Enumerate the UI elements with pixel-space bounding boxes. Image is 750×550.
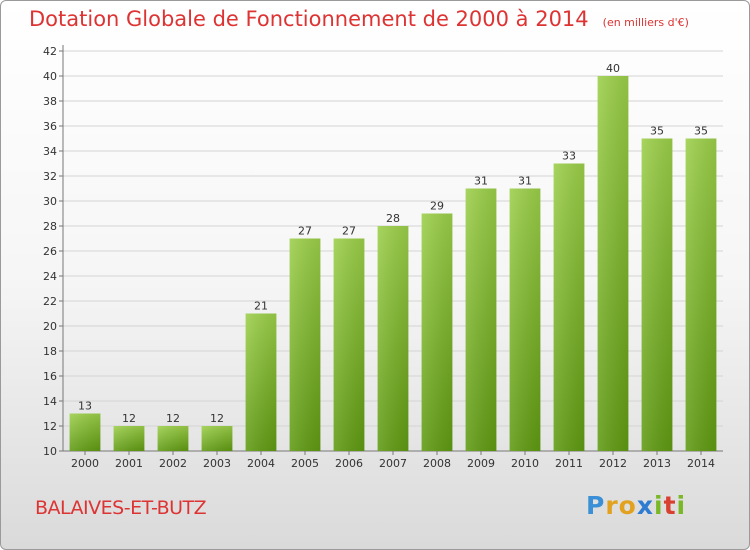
y-tick-label-40: 40 [43,70,57,83]
bars [69,76,717,451]
x-tick-label-2005: 2005 [291,457,319,470]
labels: 10 12 14 16 18 20 22 24 26 28 30 32 34 36 38 40 42 13 2000… [43,45,715,470]
x-tick-label-2010: 2010 [511,457,539,470]
value-label-2006: 27 [342,225,356,238]
y-tick-label-14: 14 [43,395,57,408]
chart-title-text: Dotation Globale de Fonctionnement de 20… [29,7,589,31]
y-tick-label-24: 24 [43,270,57,283]
bar-shade-2008 [421,213,453,451]
value-label-2001: 12 [122,412,136,425]
y-tick-label-28: 28 [43,220,57,233]
bar-shade-2010 [509,188,541,451]
y-tick-label-42: 42 [43,45,57,58]
y-tick-label-16: 16 [43,370,57,383]
bar-shade-2005 [289,238,321,451]
x-tick-label-2011: 2011 [555,457,583,470]
bar-shade-2001 [113,426,145,451]
value-label-2002: 12 [166,412,180,425]
y-tick-label-36: 36 [43,120,57,133]
y-tick-label-20: 20 [43,320,57,333]
x-tick-label-2009: 2009 [467,457,495,470]
x-tick-label-2008: 2008 [423,457,451,470]
chart-unit: (en milliers d'€) [602,16,689,29]
x-tick-label-2007: 2007 [379,457,407,470]
chart-title: Dotation Globale de Fonctionnement de 20… [29,7,689,31]
bar-shade-2012 [597,76,629,451]
commune-name: BALAIVES-ET-BUTZ [35,497,207,519]
x-tick-label-2003: 2003 [203,457,231,470]
x-tick-label-2013: 2013 [643,457,671,470]
y-tick-label-18: 18 [43,345,57,358]
value-label-2012: 40 [606,62,620,75]
x-tick-label-2004: 2004 [247,457,275,470]
value-label-2005: 27 [298,225,312,238]
bar-shade-2000 [69,413,101,451]
bar-shade-2007 [377,226,409,451]
y-tick-label-22: 22 [43,295,57,308]
value-label-2009: 31 [474,175,488,188]
value-label-2013: 35 [650,125,664,138]
y-tick-label-32: 32 [43,170,57,183]
value-label-2010: 31 [518,175,532,188]
value-label-2007: 28 [386,212,400,225]
bar-shade-2002 [157,426,189,451]
x-tick-label-2014: 2014 [687,457,715,470]
value-label-2014: 35 [694,125,708,138]
y-tick-label-10: 10 [43,445,57,458]
bar-shade-2009 [465,188,497,451]
x-tick-label-2001: 2001 [115,457,143,470]
x-tick-label-2000: 2000 [71,457,99,470]
bar-shade-2004 [245,313,277,451]
value-label-2004: 21 [254,300,268,313]
y-tick-label-38: 38 [43,95,57,108]
value-label-2011: 33 [562,150,576,163]
bar-shade-2013 [641,138,673,451]
bar-shade-2011 [553,163,585,451]
y-tick-label-26: 26 [43,245,57,258]
value-label-2003: 12 [210,412,224,425]
proxiti-logo: Proxiti [586,491,687,520]
bar-shade-2003 [201,426,233,451]
y-tick-label-30: 30 [43,195,57,208]
bar-shade-2014 [685,138,717,451]
x-tick-label-2002: 2002 [159,457,187,470]
y-tick-label-12: 12 [43,420,57,433]
y-tick-label-34: 34 [43,145,57,158]
x-tick-label-2006: 2006 [335,457,363,470]
x-tick-label-2012: 2012 [599,457,627,470]
value-label-2000: 13 [78,400,92,413]
bar-shade-2006 [333,238,365,451]
value-label-2008: 29 [430,200,444,213]
